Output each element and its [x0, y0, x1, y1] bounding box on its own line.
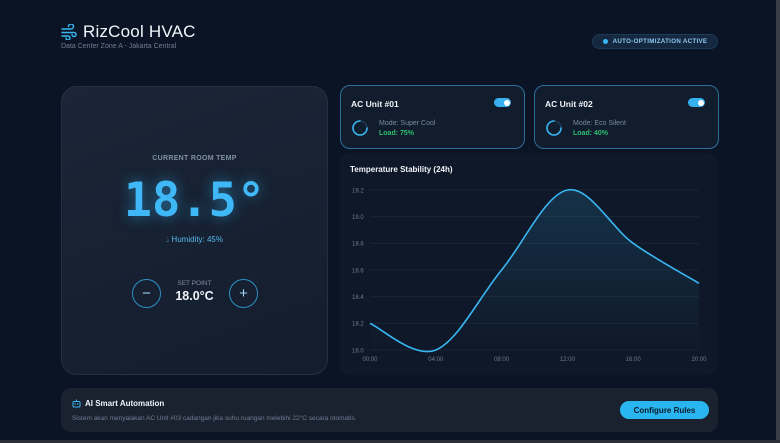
room-temperature-card: CURRENT ROOM TEMP 18.5° 💧︎ Humidity: 45%… [61, 86, 328, 375]
ai-automation-panel: AI Smart Automation Sistem akan menyalak… [61, 388, 718, 432]
y-tick-label: 19.0 [352, 215, 364, 221]
series-area [370, 189, 699, 352]
configure-rules-button[interactable]: Configure Rules [620, 401, 709, 419]
setpoint-label: SET POINT [177, 280, 212, 287]
unit-power-toggle[interactable] [688, 98, 705, 107]
unit-mode: Mode: Eco Silent [573, 120, 626, 127]
droplet-icon: 💧︎ [165, 235, 170, 244]
x-tick-label: 16:00 [626, 357, 642, 363]
humidity-text: Humidity: 45% [171, 235, 223, 244]
loading-spinner-icon [546, 120, 562, 136]
x-tick-label: 08:00 [494, 357, 510, 363]
unit-name: AC Unit #01 [351, 99, 399, 109]
y-tick-label: 19.2 [352, 188, 364, 194]
y-tick-label: 18.8 [352, 242, 364, 248]
optimization-status-badge: AUTO-OPTIMIZATION ACTIVE [592, 34, 718, 49]
status-text: AUTO-OPTIMIZATION ACTIVE [612, 38, 708, 45]
unit-load: Load: 75% [379, 130, 415, 137]
unit-name: AC Unit #02 [545, 99, 593, 109]
status-dot-icon [602, 39, 608, 44]
x-tick-label: 12:00 [560, 357, 576, 363]
ac-unit-card: AC Unit #02 Mode: Eco Silent Load: 40% [534, 85, 719, 149]
temp-value: 18.5° [123, 173, 266, 228]
unit-load: Load: 40% [573, 130, 609, 137]
loading-spinner-icon [352, 120, 368, 136]
brand: RizCool HVAC [61, 22, 196, 42]
humidity-readout: 💧︎ Humidity: 45% [62, 235, 327, 245]
x-tick-label: 04:00 [428, 357, 444, 363]
temperature-line-chart: 19.2 19.0 18.8 18.6 18.4 18.2 18.0 00:00 04:00 08… [352, 188, 707, 363]
app-title: RizCool HVAC [83, 22, 196, 41]
setpoint-value: 18.0°C [175, 289, 214, 303]
wind-icon [61, 24, 77, 40]
temperature-chart-card: Temperature Stability (24h) 19.2 19.0 18.8… [340, 153, 718, 375]
y-tick-label: 18.2 [352, 322, 364, 328]
x-tick-label: 00:00 [362, 357, 378, 363]
ac-unit-card: AC Unit #01 Mode: Super Cool Load: 75% [340, 85, 525, 149]
series-line [369, 189, 700, 353]
y-tick-label: 18.6 [352, 268, 364, 274]
location-subtitle: Data Center Zone A - Jakarta Central [61, 43, 177, 50]
robot-icon [72, 399, 81, 408]
chart-title: Temperature Stability (24h) [350, 165, 453, 174]
window-edge [776, 0, 780, 443]
decrease-setpoint-button[interactable]: − [132, 279, 161, 308]
unit-power-toggle[interactable] [494, 98, 511, 107]
x-tick-label: 20:00 [691, 357, 707, 363]
automation-description: Sistem akan menyalakan AC Unit #03 cadan… [72, 415, 357, 422]
y-tick-label: 18.4 [352, 295, 364, 301]
y-tick-label: 18.0 [352, 348, 364, 354]
unit-mode: Mode: Super Cool [379, 120, 436, 127]
automation-title: AI Smart Automation [85, 399, 165, 408]
window-edge [0, 440, 780, 443]
temp-label: CURRENT ROOM TEMP [152, 155, 237, 162]
increase-setpoint-button[interactable]: + [229, 279, 258, 308]
